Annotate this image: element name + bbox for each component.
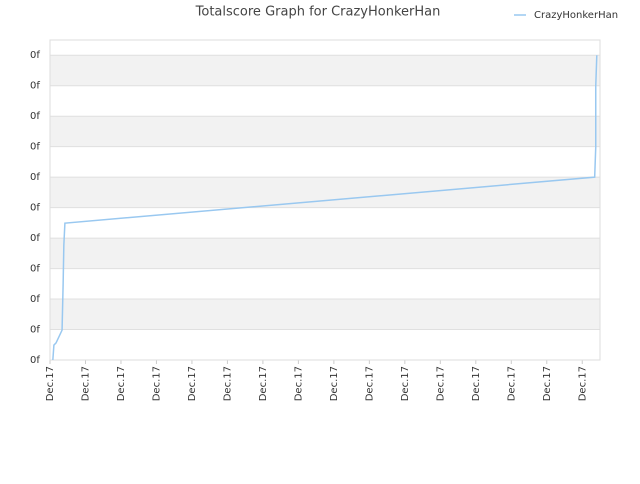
x-tick-label: Dec.17: [577, 366, 588, 401]
y-tick-label: 0f: [30, 294, 40, 305]
x-tick-label: Dec.17: [435, 366, 446, 401]
y-tick-label: 0f: [30, 203, 40, 214]
x-tick-label: Dec.17: [187, 366, 198, 401]
grid-band: [50, 116, 600, 147]
x-tick-label: Dec.17: [45, 366, 56, 401]
x-tick-label: Dec.17: [116, 366, 127, 401]
grid-band: [50, 177, 600, 208]
x-tick-label: Dec.17: [364, 366, 375, 401]
y-tick-label: 0f: [30, 325, 40, 336]
y-tick-label: 0f: [30, 111, 40, 122]
y-tick-label: 0f: [30, 355, 40, 366]
x-tick-label: Dec.17: [258, 366, 269, 401]
x-tick-label: Dec.17: [80, 366, 91, 401]
x-tick-label: Dec.17: [329, 366, 340, 401]
y-tick-label: 0f: [30, 81, 40, 92]
x-tick-label: Dec.17: [400, 366, 411, 401]
plot-border: [49, 39, 601, 361]
y-tick-label: 0f: [30, 142, 40, 153]
grid-band: [50, 299, 600, 330]
x-tick-label: Dec.17: [293, 366, 304, 401]
grid-band: [50, 55, 600, 86]
y-tick-label: 0f: [30, 50, 40, 61]
x-tick-label: Dec.17: [471, 366, 482, 401]
x-tick-label: Dec.17: [506, 366, 517, 401]
x-tick-label: Dec.17: [222, 366, 233, 401]
y-tick-label: 0f: [30, 172, 40, 183]
y-tick-label: 0f: [30, 264, 40, 275]
x-tick-label: Dec.17: [542, 366, 553, 401]
y-tick-label: 0f: [30, 233, 40, 244]
x-tick-label: Dec.17: [151, 366, 162, 401]
series-line: [52, 55, 598, 361]
grid-band: [50, 238, 600, 269]
legend-label: CrazyHonkerHan: [534, 10, 618, 21]
chart-title: Totalscore Graph for CrazyHonkerHan: [195, 5, 441, 20]
